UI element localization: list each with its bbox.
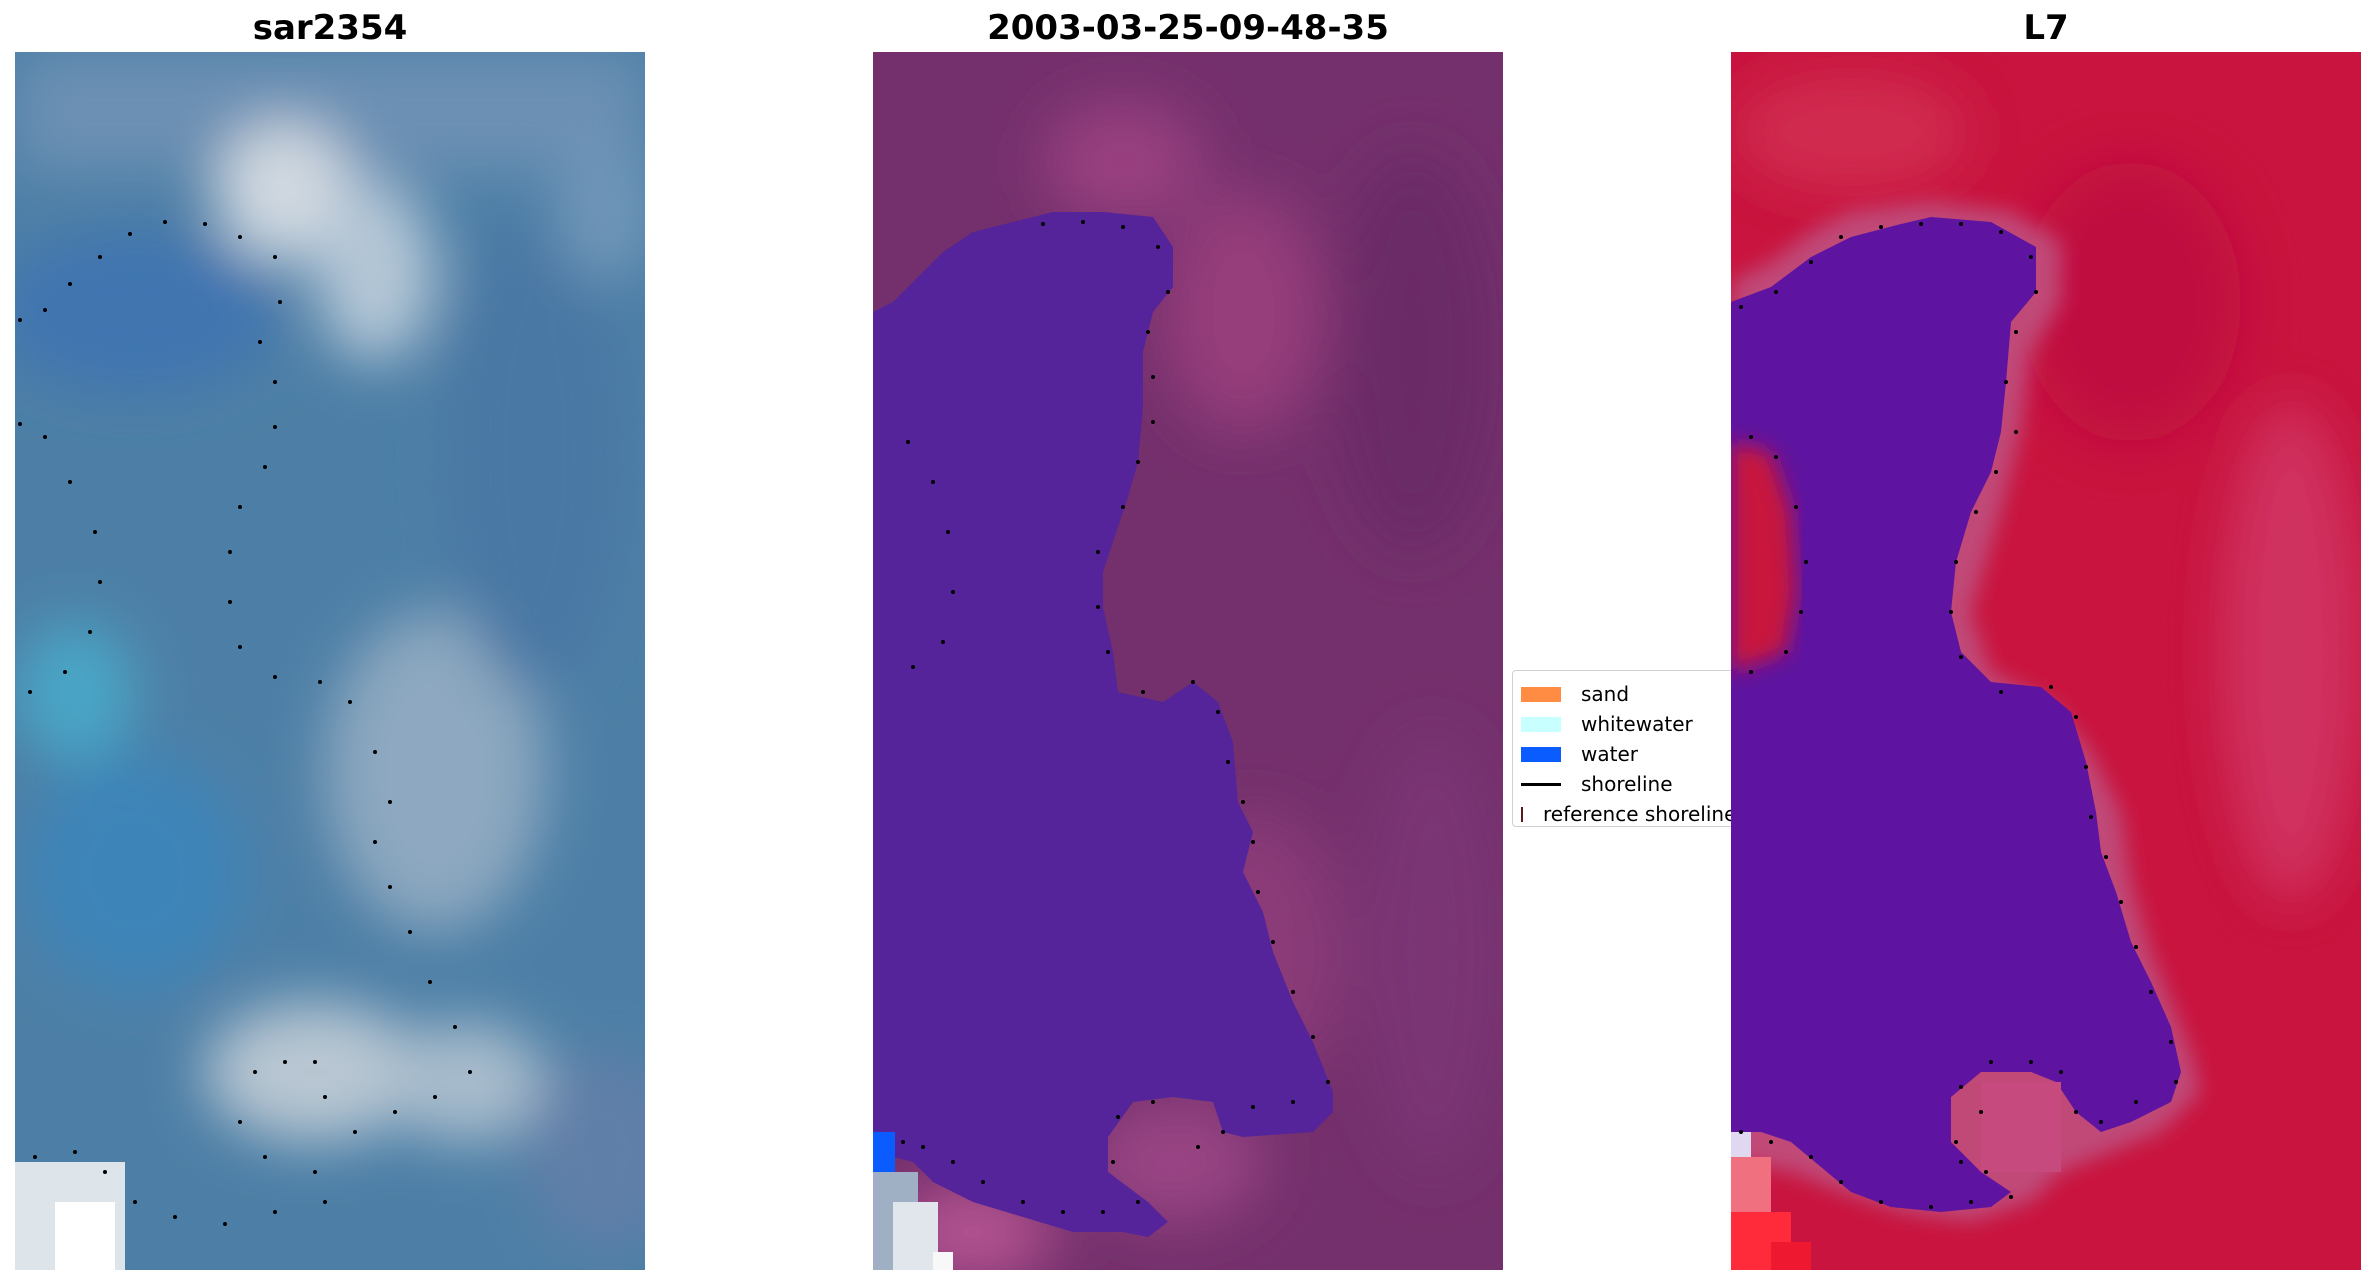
shoreline-dots: [901, 220, 1330, 1214]
sand-swatch: [1521, 686, 1561, 702]
legend-item-water: water: [1521, 739, 1731, 769]
legend-label: whitewater: [1581, 712, 1693, 736]
legend-item-sand: sand: [1521, 679, 1731, 709]
water-mask: [873, 212, 1333, 1237]
panel-title: 2003-03-25-09-48-35: [987, 8, 1389, 48]
shoreline-swatch: [1521, 782, 1561, 786]
legend-label: shoreline: [1581, 772, 1673, 796]
panel-ndwi: L7: [1731, 0, 2361, 1283]
whitewater-swatch: [1521, 716, 1561, 732]
panel-title: L7: [2023, 8, 2069, 48]
shoreline-dots: [18, 220, 472, 1226]
panel-rgb: sar2354: [15, 0, 645, 1283]
reference-shoreline-swatch: [1521, 806, 1523, 822]
legend-label: sand: [1581, 682, 1630, 706]
panel-title: sar2354: [252, 8, 408, 48]
legend-item-whitewater: whitewater: [1521, 709, 1731, 739]
ndwi-image: [1731, 52, 2361, 1270]
legend-label: reference shoreline: [1543, 802, 1731, 826]
legend-item-reference-shoreline: reference shoreline: [1521, 799, 1731, 826]
classified-image: [873, 52, 1503, 1270]
shoreline-dots: [1739, 222, 2178, 1209]
legend-item-shoreline: shoreline: [1521, 769, 1731, 799]
water-swatch: [1521, 746, 1561, 762]
legend-label: water: [1581, 742, 1638, 766]
legend: sand whitewater water shoreline referenc…: [1512, 670, 1731, 827]
rgb-image: [15, 52, 645, 1270]
panel-classified: 2003-03-25-09-48-35: [873, 0, 1503, 1283]
